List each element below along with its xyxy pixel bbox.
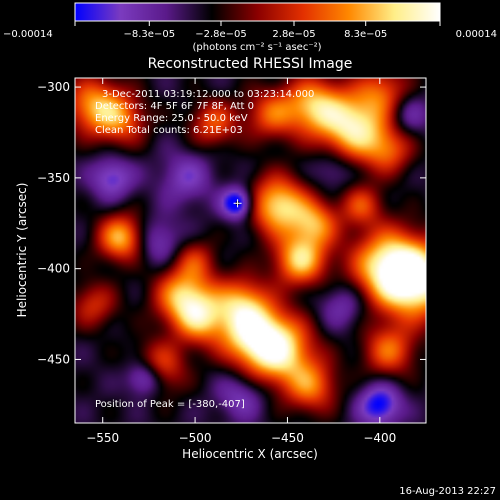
colorbar-tick-label: 0.00014 <box>456 29 497 40</box>
colorbar-tick-label: 8.3e−05 <box>344 29 387 40</box>
plot-frame <box>74 77 427 424</box>
colorbar-units: (photons cm⁻² s⁻¹ asec⁻²) <box>192 42 321 53</box>
colorbar-ticks: −0.00014 −8.3e−05 −2.8e−05 2.8e−05 8.3e−05 0.… <box>3 21 497 40</box>
source-marker <box>233 199 242 208</box>
annotation-time: 3-Dec-2011 03:19:12.000 to 03:23:14.000 <box>102 89 314 100</box>
x-axis: −550 −500 −450 −400 <box>86 78 396 445</box>
x-tick-label: −550 <box>86 431 119 445</box>
timestamp: 16-Aug-2013 22:27 <box>399 486 496 497</box>
annotation-detectors: Detectors: 4F 5F 6F 7F 8F, Att 0 <box>95 101 254 112</box>
annotation-energy: Energy Range: 25.0 - 50.0 keV <box>95 113 248 124</box>
y-tick-label: −400 <box>37 262 70 276</box>
x-tick-label: −400 <box>363 431 396 445</box>
annotation-peak: Position of Peak = [-380,-407] <box>95 399 245 410</box>
colorbar <box>74 2 441 22</box>
y-axis-label: Heliocentric Y (arcsec) <box>15 183 29 318</box>
y-tick-label: −300 <box>37 80 70 94</box>
x-axis-label: Heliocentric X (arcsec) <box>182 447 318 461</box>
y-tick-label: −450 <box>37 352 70 366</box>
heatmap-image <box>75 78 426 423</box>
colorbar-tick-label: −0.00014 <box>3 29 53 40</box>
chart-title: Reconstructed RHESSI Image <box>148 56 353 72</box>
y-tick-label: −350 <box>37 171 70 185</box>
colorbar-tick-label: −8.3e−05 <box>124 29 176 40</box>
colorbar-tick-label: 2.8e−05 <box>272 29 315 40</box>
annotation-clean: Clean Total counts: 6.21E+03 <box>95 125 243 136</box>
x-tick-label: −450 <box>271 431 304 445</box>
colorbar-tick-label: −2.8e−05 <box>195 29 247 40</box>
x-tick-label: −500 <box>179 431 212 445</box>
y-axis: −300 −350 −400 −450 <box>37 80 426 366</box>
